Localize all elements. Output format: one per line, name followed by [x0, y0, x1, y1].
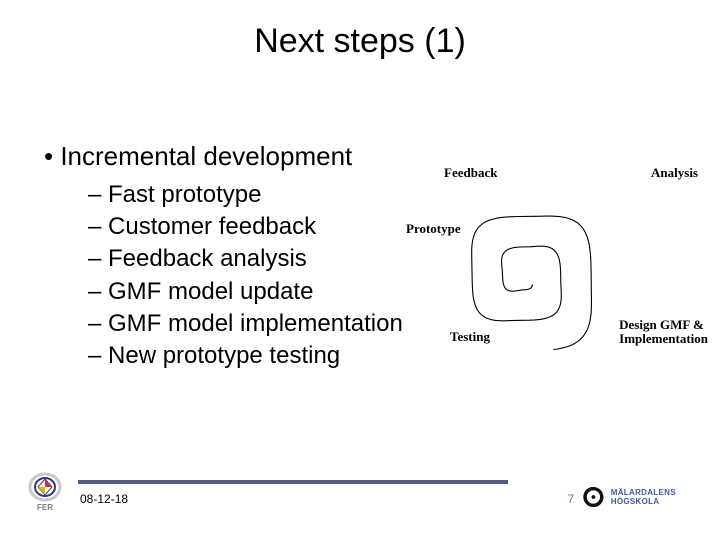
sub-bullet: Customer feedback [88, 211, 676, 243]
malardalens-logo: MÄLARDALENS HÖGSKOLA [580, 480, 708, 514]
body-text: Incremental development Fast prototype C… [44, 140, 676, 373]
fer-logo: FER [22, 472, 68, 512]
malardalens-logo-icon [580, 482, 607, 512]
footer-date: 08-12-18 [80, 492, 128, 506]
sub-bullet: New prototype testing [88, 340, 676, 372]
sub-bullet: Fast prototype [88, 179, 676, 211]
sub-bullet: Feedback analysis [88, 243, 676, 275]
malardalens-logo-text: MÄLARDALENS HÖGSKOLA [611, 488, 708, 506]
sub-bullet: GMF model implementation [88, 308, 676, 340]
footer-rule [78, 480, 508, 484]
bullet-incremental: Incremental development [44, 140, 676, 173]
slide: Next steps (1) Feedback Analysis Prototy… [0, 0, 720, 540]
fer-logo-svg: FER [22, 472, 68, 512]
slide-title: Next steps (1) [0, 22, 720, 61]
sub-bullet-list: Fast prototype Customer feedback Feedbac… [88, 179, 676, 373]
fer-logo-text: FER [37, 503, 53, 512]
sub-bullet: GMF model update [88, 276, 676, 308]
page-number: 7 [567, 492, 574, 506]
